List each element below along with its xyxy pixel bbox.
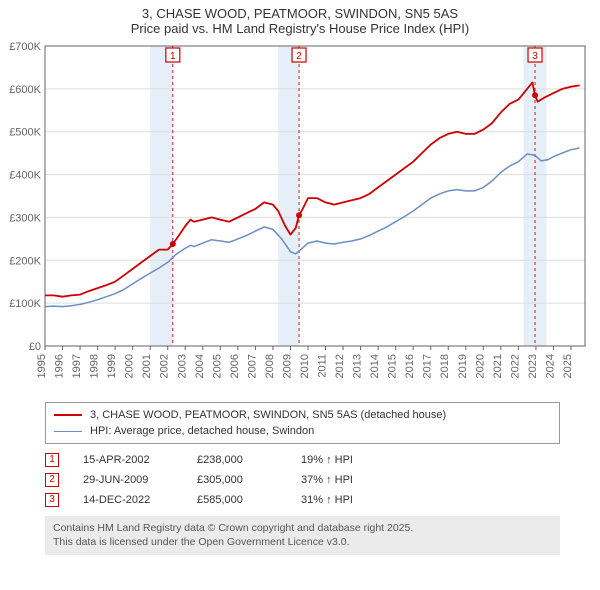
x-tick-label: 2006 [229, 354, 241, 378]
x-tick-label: 2023 [527, 354, 539, 378]
x-tick-label: 2004 [194, 354, 206, 378]
x-tick-label: 2022 [509, 354, 521, 378]
chart-area: £0 £100K £200K £300K £400K £500K £600K £700K 199… [0, 38, 600, 398]
x-tick-label: 2005 [211, 354, 223, 378]
transactions-table: 1 15-APR-2002 £238,000 19% ↑ HPI 2 29-JUN-200… [45, 450, 560, 510]
chart-container: 3, CHASE WOOD, PEATMOOR, SWINDON, SN5 5A… [0, 0, 600, 590]
x-tick-label: 2009 [281, 354, 293, 378]
x-tick-label: 2015 [387, 354, 399, 378]
title-line-1: 3, CHASE WOOD, PEATMOOR, SWINDON, SN5 5A… [10, 6, 590, 21]
x-tick-label: 2020 [474, 354, 486, 378]
x-tick-label: 1999 [106, 354, 118, 378]
x-tick-label: 2003 [176, 354, 188, 378]
x-tick-label: 2014 [369, 354, 381, 378]
transaction-date: 29-JUN-2009 [83, 470, 173, 490]
shade-band [278, 46, 299, 346]
marker-number: 3 [532, 51, 538, 62]
x-tick-label: 2011 [317, 354, 329, 378]
transaction-date: 15-APR-2002 [83, 450, 173, 470]
chart-svg: £0 £100K £200K £300K £400K £500K £600K £700K 199… [0, 38, 600, 398]
x-tick-label: 2019 [457, 354, 469, 378]
marker-number: 1 [170, 51, 176, 62]
x-tick-label: 2010 [299, 354, 311, 378]
marker-point [296, 212, 302, 218]
marker-point [532, 92, 538, 98]
footer-line-2: This data is licensed under the Open Gov… [53, 536, 552, 550]
x-tick-label: 2025 [562, 354, 574, 378]
legend-swatch [54, 414, 82, 416]
x-tick-label: 2000 [124, 354, 136, 378]
shade-band [150, 46, 173, 346]
legend-row: HPI: Average price, detached house, Swin… [54, 423, 551, 439]
x-tick-label: 2021 [492, 354, 504, 378]
y-tick-label: £600K [9, 84, 41, 96]
x-tick-label: 2002 [159, 354, 171, 378]
y-tick-label: £400K [9, 170, 41, 182]
title-block: 3, CHASE WOOD, PEATMOOR, SWINDON, SN5 5A… [0, 0, 600, 38]
transaction-price: £585,000 [197, 490, 277, 510]
x-tick-label: 2016 [404, 354, 416, 378]
footer-attribution: Contains HM Land Registry data © Crown c… [45, 516, 560, 555]
transaction-price: £305,000 [197, 470, 277, 490]
transaction-row: 3 14-DEC-2022 £585,000 31% ↑ HPI [45, 490, 560, 510]
marker-point [170, 241, 176, 247]
y-tick-label: £500K [9, 127, 41, 139]
x-tick-label: 1997 [71, 354, 83, 378]
x-tick-label: 2007 [246, 354, 258, 378]
x-tick-label: 2008 [264, 354, 276, 378]
transaction-hpi: 19% ↑ HPI [301, 450, 401, 470]
legend-label: 3, CHASE WOOD, PEATMOOR, SWINDON, SN5 5A… [90, 407, 446, 423]
y-tick-label: £700K [9, 41, 41, 53]
transaction-hpi: 37% ↑ HPI [301, 470, 401, 490]
x-tick-label: 1996 [54, 354, 66, 378]
x-tick-label: 1998 [89, 354, 101, 378]
marker-number: 2 [296, 51, 302, 62]
transaction-marker: 2 [45, 473, 59, 487]
transaction-row: 2 29-JUN-2009 £305,000 37% ↑ HPI [45, 470, 560, 490]
transaction-hpi: 31% ↑ HPI [301, 490, 401, 510]
x-tick-label: 2013 [352, 354, 364, 378]
transaction-marker: 3 [45, 493, 59, 507]
x-tick-label: 2017 [422, 354, 434, 378]
x-tick-label: 2018 [439, 354, 451, 378]
x-tick-label: 2001 [141, 354, 153, 378]
legend: 3, CHASE WOOD, PEATMOOR, SWINDON, SN5 5A… [45, 402, 560, 444]
transaction-date: 14-DEC-2022 [83, 490, 173, 510]
y-tick-label: £300K [9, 212, 41, 224]
x-tick-label: 1995 [36, 354, 48, 378]
y-tick-label: £200K [9, 255, 41, 267]
transaction-marker: 1 [45, 453, 59, 467]
legend-row: 3, CHASE WOOD, PEATMOOR, SWINDON, SN5 5A… [54, 407, 551, 423]
x-tick-label: 2024 [544, 354, 556, 378]
footer-line-1: Contains HM Land Registry data © Crown c… [53, 522, 552, 536]
x-tick-label: 2012 [334, 354, 346, 378]
transaction-price: £238,000 [197, 450, 277, 470]
y-tick-label: £0 [29, 341, 41, 353]
legend-swatch [54, 431, 82, 432]
title-line-2: Price paid vs. HM Land Registry's House … [10, 21, 590, 36]
y-tick-label: £100K [9, 298, 41, 310]
transaction-row: 1 15-APR-2002 £238,000 19% ↑ HPI [45, 450, 560, 470]
legend-label: HPI: Average price, detached house, Swin… [90, 423, 314, 439]
